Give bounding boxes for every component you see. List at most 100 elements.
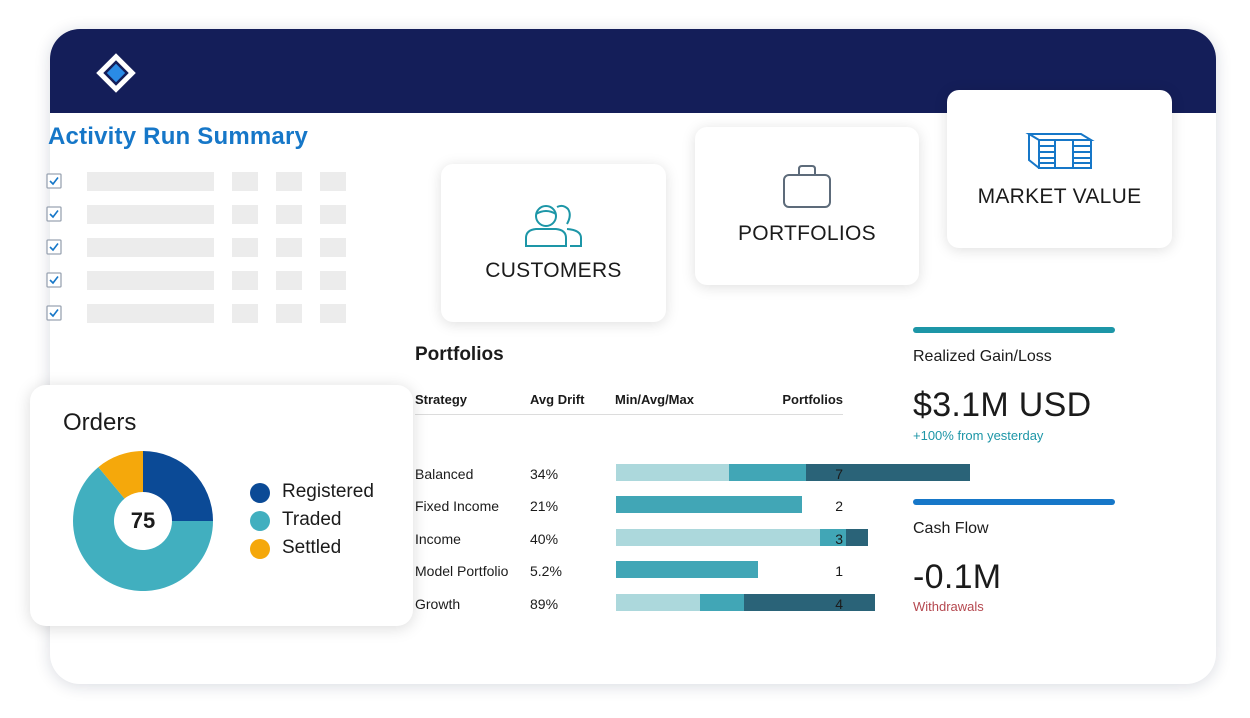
placeholder-bar: [320, 304, 346, 323]
placeholder-bar: [276, 172, 302, 191]
table-row[interactable]: Balanced 34% 7: [415, 464, 971, 484]
table-row[interactable]: Fixed Income 21% 2: [415, 496, 843, 516]
bar-avg-segment: [699, 593, 744, 611]
placeholder-bar: [276, 304, 302, 323]
strategy-cell: Balanced: [415, 466, 474, 482]
legend-label: Settled: [282, 537, 342, 558]
header-strategy: Strategy: [415, 392, 468, 407]
strategy-cell: Fixed Income: [415, 498, 500, 515]
portfolio-count-cell: 7: [835, 466, 843, 482]
orders-title: Orders: [63, 409, 137, 436]
diamond-logo-icon[interactable]: [94, 51, 138, 95]
header-portfolios: Portfolios: [782, 392, 843, 407]
header-avg-drift: Avg Drift: [530, 392, 585, 407]
checkbox-checked-icon[interactable]: [46, 305, 62, 321]
bar-avg-segment: [616, 496, 803, 514]
portfolios-label: PORTFOLIOS: [738, 222, 876, 245]
portfolios-card[interactable]: PORTFOLIOS: [695, 127, 919, 285]
avg-drift-cell: 21%: [530, 498, 559, 515]
placeholder-bar: [87, 238, 214, 257]
bar-avg-segment: [729, 464, 806, 481]
placeholder-bar: [87, 205, 214, 224]
donut-slice-registered[interactable]: [143, 451, 213, 521]
placeholder-bar: [87, 172, 214, 191]
min-avg-max-bar: [616, 464, 971, 481]
checkbox-checked-icon[interactable]: [46, 239, 62, 255]
cash-flow-value: -0.1M: [913, 558, 1002, 596]
legend-label: Traded: [282, 509, 342, 530]
portfolio-count-cell: 3: [835, 530, 843, 547]
table-row[interactable]: Model Portfolio 5.2% 1: [415, 561, 843, 581]
customers-icon: [524, 204, 582, 247]
portfolio-count-cell: 1: [835, 563, 843, 580]
donut-slice-settled[interactable]: [98, 451, 143, 499]
placeholder-bar: [232, 238, 258, 257]
placeholder-bar: [276, 271, 302, 290]
avg-drift-cell: 89%: [530, 595, 559, 612]
legend-swatch: [250, 483, 270, 503]
avg-drift-cell: 40%: [530, 530, 559, 547]
checkbox-checked-icon[interactable]: [46, 173, 62, 189]
briefcase-icon: [783, 165, 831, 208]
portfolios-section-title: Portfolios: [415, 344, 504, 365]
strategy-cell: Model Portfolio: [415, 563, 509, 580]
orders-donut-chart: [73, 451, 213, 591]
cash-flow-accent-line: [913, 499, 1115, 505]
avg-drift-cell: 5.2%: [530, 563, 562, 580]
activity-run-summary-title: Activity Run Summary: [48, 123, 309, 150]
donut-slice-traded[interactable]: [73, 467, 213, 591]
strategy-cell: Income: [415, 530, 461, 547]
legend-swatch: [250, 539, 270, 559]
realized-gain-value: $3.1M USD: [913, 386, 1092, 424]
orders-total: 75: [130, 508, 156, 533]
portfolio-count-cell: 2: [835, 498, 843, 515]
customers-label: CUSTOMERS: [485, 259, 622, 282]
orders-card: Orders 75 Registered Traded Settled: [30, 385, 413, 626]
min-avg-max-bar: [616, 496, 803, 514]
realized-gain-accent-line: [913, 327, 1115, 333]
customers-card[interactable]: CUSTOMERS: [441, 164, 666, 322]
checkbox-checked-icon[interactable]: [46, 206, 62, 222]
placeholder-bar: [87, 271, 214, 290]
table-row[interactable]: Growth 89% 4: [415, 593, 876, 614]
legend-swatch: [250, 511, 270, 531]
placeholder-bar: [232, 271, 258, 290]
market-value-label: MARKET VALUE: [977, 185, 1142, 208]
bar-avg-segment: [616, 561, 759, 579]
placeholder-bar: [232, 172, 258, 191]
cash-flow-note: Withdrawals: [913, 599, 984, 614]
money-stack-icon: [1024, 133, 1095, 169]
portfolio-count-cell: 4: [835, 595, 843, 612]
placeholder-bar: [276, 205, 302, 224]
checkbox-checked-icon[interactable]: [46, 272, 62, 288]
placeholder-bar: [232, 304, 258, 323]
bar-min-segment: [616, 464, 730, 481]
min-avg-max-bar: [616, 593, 876, 611]
placeholder-bar: [320, 238, 346, 257]
legend-label: Registered: [282, 481, 374, 502]
portfolios-table: Strategy Avg Drift Min/Avg/Max Portfolio…: [415, 390, 971, 612]
table-header: Strategy Avg Drift Min/Avg/Max Portfolio…: [415, 390, 843, 415]
placeholder-bar: [87, 304, 214, 323]
realized-gain-label: Realized Gain/Loss: [913, 348, 1052, 365]
bar-max-segment: [845, 528, 868, 546]
bar-avg-segment: [820, 528, 846, 546]
bar-max-segment: [805, 464, 971, 481]
header-min-avg-max: Min/Avg/Max: [615, 392, 694, 407]
placeholder-bar: [232, 205, 258, 224]
avg-drift-cell: 34%: [530, 466, 559, 482]
placeholder-bar: [320, 172, 346, 191]
bar-min-segment: [616, 528, 821, 546]
placeholder-bar: [320, 271, 346, 290]
realized-gain-change-note: +100% from yesterday: [913, 428, 1044, 443]
strategy-cell: Growth: [415, 595, 461, 612]
min-avg-max-bar: [616, 561, 759, 579]
min-avg-max-bar: [616, 528, 868, 546]
bar-max-segment: [743, 593, 876, 611]
cash-flow-label: Cash Flow: [913, 520, 989, 537]
placeholder-bar: [320, 205, 346, 224]
market-value-card[interactable]: MARKET VALUE: [947, 90, 1172, 248]
placeholder-bar: [276, 238, 302, 257]
bar-min-segment: [616, 593, 700, 611]
table-row[interactable]: Income 40% 3: [415, 528, 868, 549]
